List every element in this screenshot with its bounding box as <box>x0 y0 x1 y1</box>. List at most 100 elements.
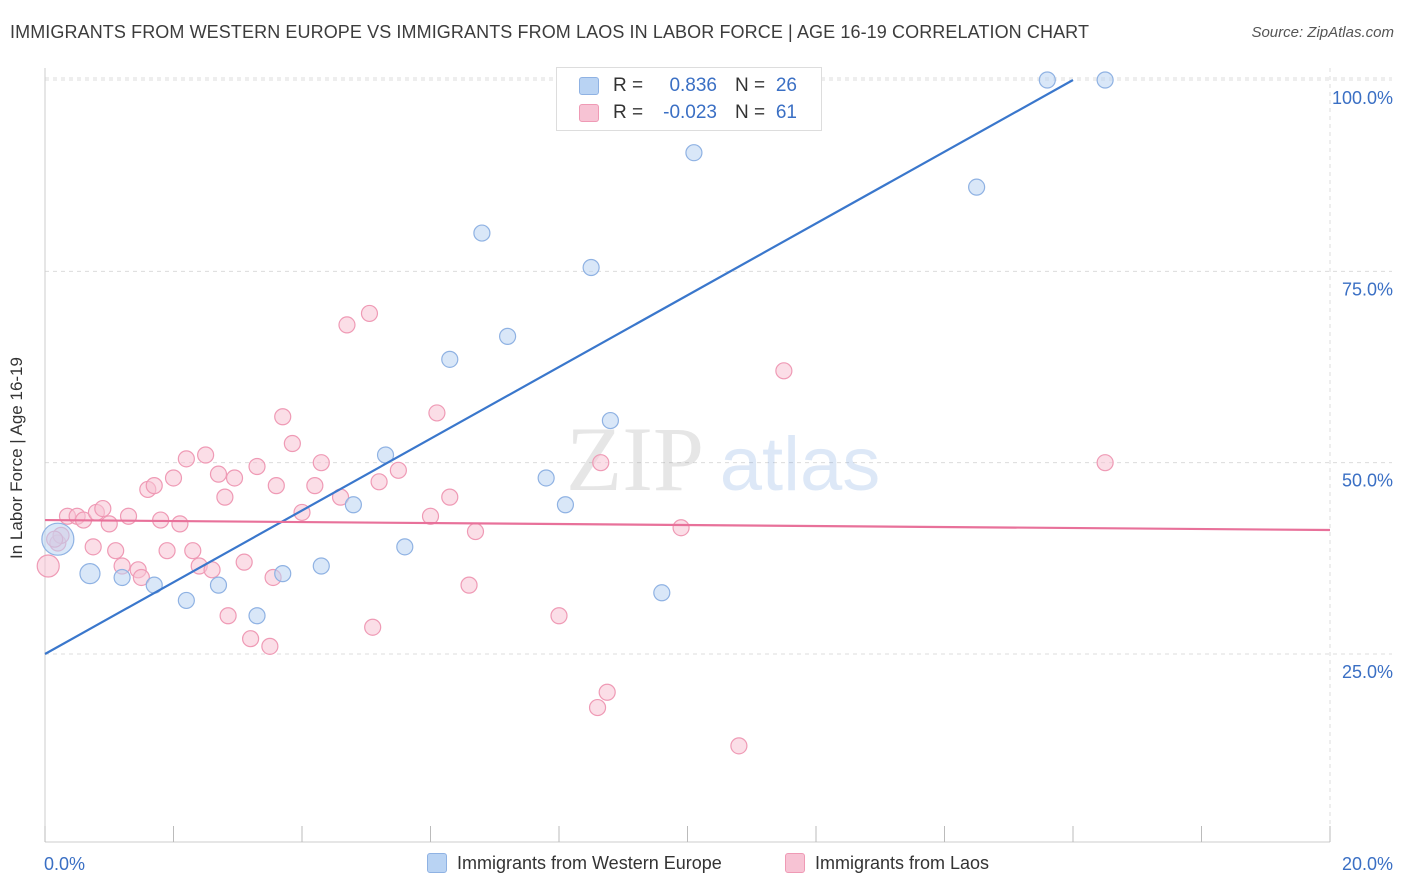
laos-point <box>306 477 324 495</box>
x-tick-label-min: 0.0% <box>44 854 85 874</box>
n-value: 61 <box>775 102 797 123</box>
laos-point <box>248 457 266 476</box>
laos-point <box>225 469 244 487</box>
n-label: N = <box>735 102 766 123</box>
laos-point <box>1096 454 1114 472</box>
blue-swatch <box>579 77 599 95</box>
western-europe-point <box>582 258 600 277</box>
western-europe-point <box>344 496 362 514</box>
laos-point <box>158 542 176 560</box>
laos-point <box>428 404 446 422</box>
laos-point <box>364 618 382 636</box>
source-credit: Source: ZipAtlas.com <box>1251 24 1394 41</box>
y-axis-label: In Labor Force | Age 16-19 <box>7 357 26 559</box>
western-europe-point <box>113 568 131 587</box>
chart-title: IMMIGRANTS FROM WESTERN EUROPE VS IMMIGR… <box>10 22 1090 42</box>
x-tick-label-max: 20.0% <box>1342 854 1393 874</box>
western-europe-point <box>968 178 986 196</box>
laos-point <box>466 522 485 541</box>
tick-labels: 25.0% 50.0% 75.0% 100.0% 0.0% 20.0% <box>44 88 1393 874</box>
laos-point <box>730 737 748 755</box>
western-europe-point <box>209 576 228 594</box>
y-tick-label: 50.0% <box>1342 471 1393 491</box>
laos-point <box>338 316 356 334</box>
western-europe-point <box>274 565 292 583</box>
western-europe-point <box>177 591 195 610</box>
laos-point <box>242 630 260 648</box>
y-tick-label: 75.0% <box>1342 279 1393 299</box>
laos-point <box>132 568 150 587</box>
series-legend: Immigrants from Western Europe Immigrant… <box>0 852 1406 878</box>
laos-point <box>267 477 285 495</box>
laos-point <box>184 542 202 560</box>
axes <box>44 68 1331 843</box>
r-label: R = <box>613 102 644 123</box>
laos-point <box>107 542 125 560</box>
laos-point <box>312 454 330 472</box>
laos-point <box>261 637 279 655</box>
laos-point <box>164 469 183 487</box>
blue-swatch <box>427 853 447 873</box>
western-europe-point <box>1038 71 1056 89</box>
western-europe-trend-line <box>44 79 1074 655</box>
laos-point <box>421 507 440 525</box>
western-europe-point <box>41 522 75 556</box>
laos-point <box>441 488 459 506</box>
n-label: N = <box>735 75 766 96</box>
western-europe-point <box>601 411 620 430</box>
laos-point <box>592 454 610 472</box>
watermark-atlas: atlas <box>720 422 881 507</box>
laos-point <box>598 683 616 701</box>
western-europe-points <box>41 71 1114 625</box>
laos-point <box>145 477 163 495</box>
laos-point <box>177 450 195 468</box>
pink-swatch <box>579 104 599 122</box>
laos-point <box>171 515 189 533</box>
stats-row-western-europe: R = 0.836 N = 26 <box>557 74 821 100</box>
legend-label: Immigrants from Western Europe <box>457 853 722 873</box>
laos-trend-line <box>44 518 1331 532</box>
n-value: 26 <box>775 75 797 96</box>
laos-point <box>550 607 568 625</box>
western-europe-point <box>79 563 101 585</box>
western-europe-point <box>473 224 491 242</box>
laos-point <box>219 607 237 625</box>
stats-row-laos: R = -0.023 N = 61 <box>557 101 821 127</box>
western-europe-point <box>499 327 517 345</box>
western-europe-point <box>248 607 266 625</box>
watermark: ZIP atlas <box>566 408 880 510</box>
legend-label: Immigrants from Laos <box>815 853 990 873</box>
western-europe-point <box>556 496 575 514</box>
western-europe-point <box>1096 71 1114 89</box>
y-tick-label: 25.0% <box>1342 662 1393 682</box>
laos-point <box>209 465 228 483</box>
stats-legend: R = 0.836 N = 26 R = -0.023 N = 61 <box>556 67 822 131</box>
laos-point <box>775 362 793 380</box>
western-europe-point <box>537 469 555 487</box>
laos-point <box>672 519 690 537</box>
laos-point <box>283 434 301 453</box>
laos-point <box>36 554 60 578</box>
watermark-zip: ZIP <box>566 408 704 510</box>
western-europe-point <box>441 350 459 368</box>
laos-point <box>389 461 407 479</box>
gridlines <box>45 68 1392 842</box>
laos-point <box>100 515 118 533</box>
laos-point <box>84 538 102 556</box>
laos-point <box>360 304 379 323</box>
laos-point <box>94 499 112 518</box>
pink-swatch <box>785 853 805 873</box>
western-europe-point <box>685 144 703 162</box>
western-europe-point <box>396 538 414 556</box>
western-europe-point <box>312 557 330 575</box>
r-label: R = <box>613 75 644 96</box>
laos-point <box>235 553 253 571</box>
laos-point <box>588 698 607 717</box>
laos-points <box>36 304 1114 755</box>
r-value: -0.023 <box>663 102 717 123</box>
western-europe-point <box>653 584 671 602</box>
laos-point <box>370 473 388 491</box>
trend-lines <box>44 79 1331 655</box>
r-value: 0.836 <box>669 75 717 96</box>
